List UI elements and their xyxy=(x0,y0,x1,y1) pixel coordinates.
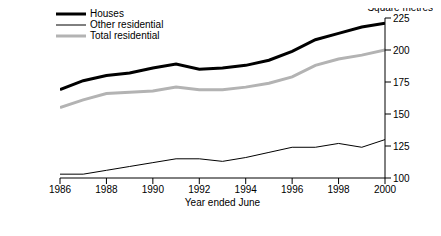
svg-text:150: 150 xyxy=(393,109,410,120)
html-text:Total residential: Total residential xyxy=(90,30,160,41)
svg-text:Year ended June: Year ended June xyxy=(185,197,261,208)
svg-text:100: 100 xyxy=(393,173,410,184)
svg-text:200: 200 xyxy=(393,45,410,56)
svg-text:1990: 1990 xyxy=(142,184,165,195)
html-text:Square metres: Square metres xyxy=(367,2,433,13)
svg-text:2000: 2000 xyxy=(374,184,397,195)
svg-text:1994: 1994 xyxy=(235,184,258,195)
html-text:Other residential: Other residential xyxy=(90,19,164,30)
svg-text:1998: 1998 xyxy=(327,184,350,195)
svg-text:175: 175 xyxy=(393,77,410,88)
svg-text:1996: 1996 xyxy=(281,184,304,195)
svg-text:125: 125 xyxy=(393,141,410,152)
svg-text:1986: 1986 xyxy=(49,184,72,195)
html-text:Houses: Houses xyxy=(90,8,124,19)
svg-text:225: 225 xyxy=(393,13,410,24)
svg-text:1992: 1992 xyxy=(188,184,211,195)
svg-text:1988: 1988 xyxy=(95,184,118,195)
